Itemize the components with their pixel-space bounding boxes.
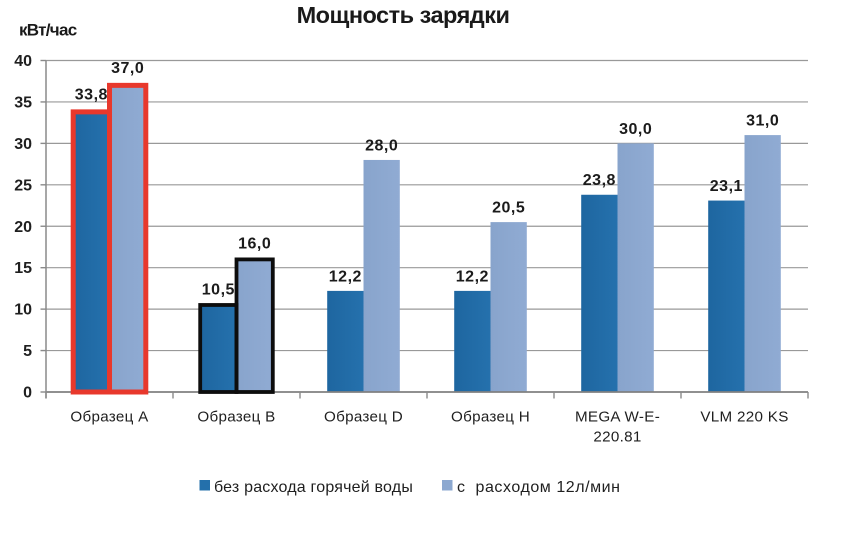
svg-text:5: 5 xyxy=(23,343,32,360)
svg-text:23,8: 23,8 xyxy=(583,172,616,189)
svg-text:Образец B: Образец B xyxy=(197,408,275,425)
svg-text:Образец D: Образец D xyxy=(324,408,403,425)
svg-text:30,0: 30,0 xyxy=(619,121,652,138)
svg-text:30: 30 xyxy=(14,136,32,153)
svg-text:25: 25 xyxy=(14,177,32,194)
svg-text:16,0: 16,0 xyxy=(238,236,271,253)
svg-text:Мощность зарядки: Мощность зарядки xyxy=(297,2,510,28)
svg-text:VLM 220 KS: VLM 220 KS xyxy=(700,408,788,425)
svg-text:Образец A: Образец A xyxy=(70,408,149,425)
svg-text:20,5: 20,5 xyxy=(492,200,525,217)
svg-text:12,2: 12,2 xyxy=(456,268,489,285)
svg-text:10: 10 xyxy=(14,302,32,319)
svg-text:20: 20 xyxy=(14,219,32,236)
svg-text:23,1: 23,1 xyxy=(710,178,743,195)
svg-text:15: 15 xyxy=(14,260,32,277)
svg-text:28,0: 28,0 xyxy=(365,137,398,154)
svg-text:кВт/час: кВт/час xyxy=(19,21,77,40)
svg-text:220.81: 220.81 xyxy=(593,428,641,445)
svg-text:33,8: 33,8 xyxy=(75,87,108,104)
svg-text:10,5: 10,5 xyxy=(202,281,235,298)
svg-text:0: 0 xyxy=(23,385,32,402)
svg-text:31,0: 31,0 xyxy=(746,112,779,129)
svg-text:37,0: 37,0 xyxy=(111,60,144,77)
svg-text:40: 40 xyxy=(14,53,32,70)
svg-text:12,2: 12,2 xyxy=(329,268,362,285)
svg-text:Образец H: Образец H xyxy=(451,408,530,425)
svg-text:MEGA W-E-: MEGA W-E- xyxy=(575,408,660,425)
svg-text:35: 35 xyxy=(14,94,32,111)
svg-text:без расхода горячей воды: без расхода горячей воды xyxy=(214,479,413,496)
svg-text:с расходом 12л/мин: с расходом 12л/мин xyxy=(457,479,621,496)
